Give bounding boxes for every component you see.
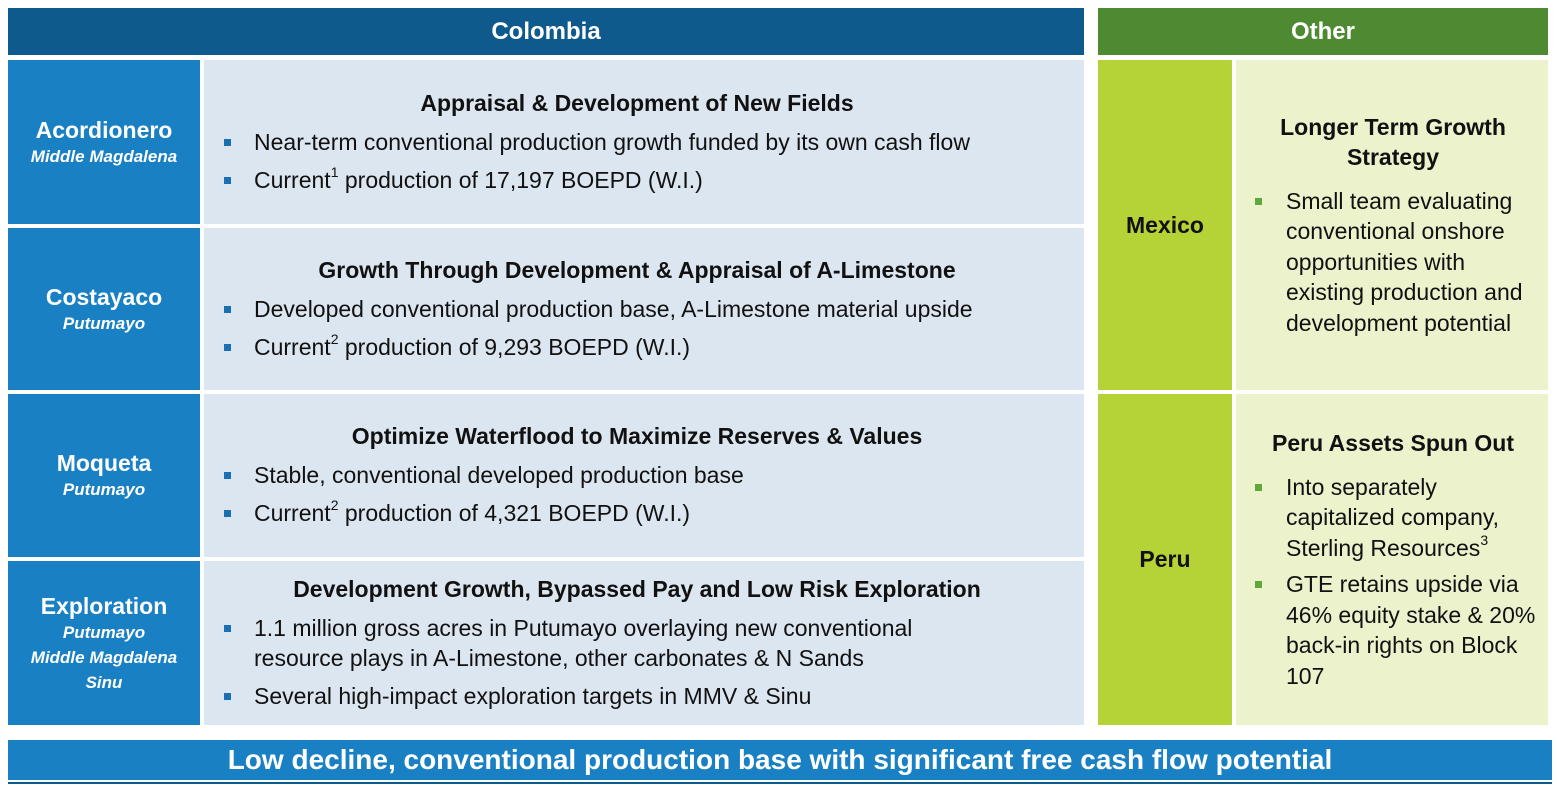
asset-name: Moqueta (56, 450, 152, 476)
bullet-square-icon (224, 138, 231, 146)
other-header: Other (1098, 8, 1548, 55)
row-label-peru: Peru (1098, 394, 1232, 725)
bullet-item: Stable, conventional developed productio… (220, 460, 1054, 490)
bullet-square-icon (224, 343, 231, 351)
bullet-square-icon (224, 176, 231, 184)
asset-region: Sinu (85, 672, 123, 692)
bullet-item: Current1 production of 17,197 BOEPD (W.I… (220, 165, 1054, 195)
bullet-item: Near-term conventional production growth… (220, 127, 1054, 157)
bullet-square-icon (1255, 197, 1262, 205)
row-title: Optimize Waterflood to Maximize Reserves… (351, 423, 923, 449)
bullet-square-icon (224, 624, 231, 632)
bullet-square-icon (224, 305, 231, 313)
asset-region: Middle Magdalena (30, 146, 178, 166)
bullet-square-icon (1255, 581, 1262, 589)
row-body-acordionero: Appraisal & Development of New Fields Ne… (204, 60, 1084, 224)
bullet-item: GTE retains upside via 46% equity stake … (1250, 569, 1536, 691)
bullet-square-icon (224, 510, 231, 517)
colombia-header-label: Colombia (491, 17, 601, 45)
row-title: Development Growth, Bypassed Pay and Low… (293, 575, 981, 602)
summary-banner-text: Low decline, conventional production bas… (227, 744, 1333, 775)
asset-region: Putumayo (62, 480, 146, 499)
row-label-costayaco: Costayaco Putumayo (8, 228, 200, 390)
asset-region: Putumayo (62, 313, 146, 333)
row-label-acordionero: Acordionero Middle Magdalena (8, 60, 200, 224)
summary-banner: Low decline, conventional production bas… (8, 740, 1552, 780)
colombia-header: Colombia (8, 8, 1084, 55)
row-title: Appraisal & Development of New Fields (420, 89, 854, 116)
bullet-item: Into separately capitalized company, Ste… (1250, 472, 1536, 564)
asset-region: Putumayo (62, 622, 146, 642)
country-name: Mexico (1126, 211, 1204, 238)
bullet-item: Current2 production of 9,293 BOEPD (W.I.… (220, 332, 1054, 362)
row-body-costayaco: Growth Through Development & Appraisal o… (204, 228, 1084, 390)
bottom-rule (8, 782, 1552, 784)
row-title: Growth Through Development & Appraisal o… (318, 256, 956, 283)
footnote-ref: 2 (330, 330, 339, 347)
country-name: Peru (1139, 546, 1191, 572)
other-header-label: Other (1290, 17, 1355, 45)
row-body-peru: Peru Assets Spun Out Into separately cap… (1236, 394, 1548, 725)
bullet-item: Developed conventional production base, … (220, 294, 1054, 324)
bullet-item: Several high-impact exploration targets … (220, 681, 1054, 711)
row-label-exploration: Exploration Putumayo Middle Magdalena Si… (8, 561, 200, 725)
bullet-square-icon (224, 692, 231, 700)
bullet-square-icon (224, 472, 231, 479)
bullet-item: Current2 production of 4,321 BOEPD (W.I.… (220, 498, 1054, 528)
row-body-moqueta: Optimize Waterflood to Maximize Reserves… (204, 394, 1084, 557)
row-label-mexico: Mexico (1098, 60, 1232, 390)
asset-name: Acordionero (35, 116, 173, 143)
row-body-exploration: Development Growth, Bypassed Pay and Low… (204, 561, 1084, 725)
bullet-item: Small team evaluating conventional onsho… (1250, 186, 1536, 339)
asset-region: Middle Magdalena (30, 647, 178, 667)
asset-name: Costayaco (45, 283, 163, 310)
row-label-moqueta: Moqueta Putumayo (8, 394, 200, 557)
footnote-ref: 1 (330, 163, 339, 180)
bullet-square-icon (1255, 483, 1262, 491)
row-title: Longer Term Growth Strategy (1280, 113, 1506, 170)
asset-name: Exploration (40, 592, 168, 619)
footnote-ref: 2 (330, 497, 339, 514)
footnote-ref: 3 (1480, 532, 1489, 549)
bullet-item: 1.1 million gross acres in Putumayo over… (220, 613, 1054, 673)
row-title: Peru Assets Spun Out (1272, 429, 1514, 456)
row-body-mexico: Longer Term Growth Strategy Small team e… (1236, 60, 1548, 390)
